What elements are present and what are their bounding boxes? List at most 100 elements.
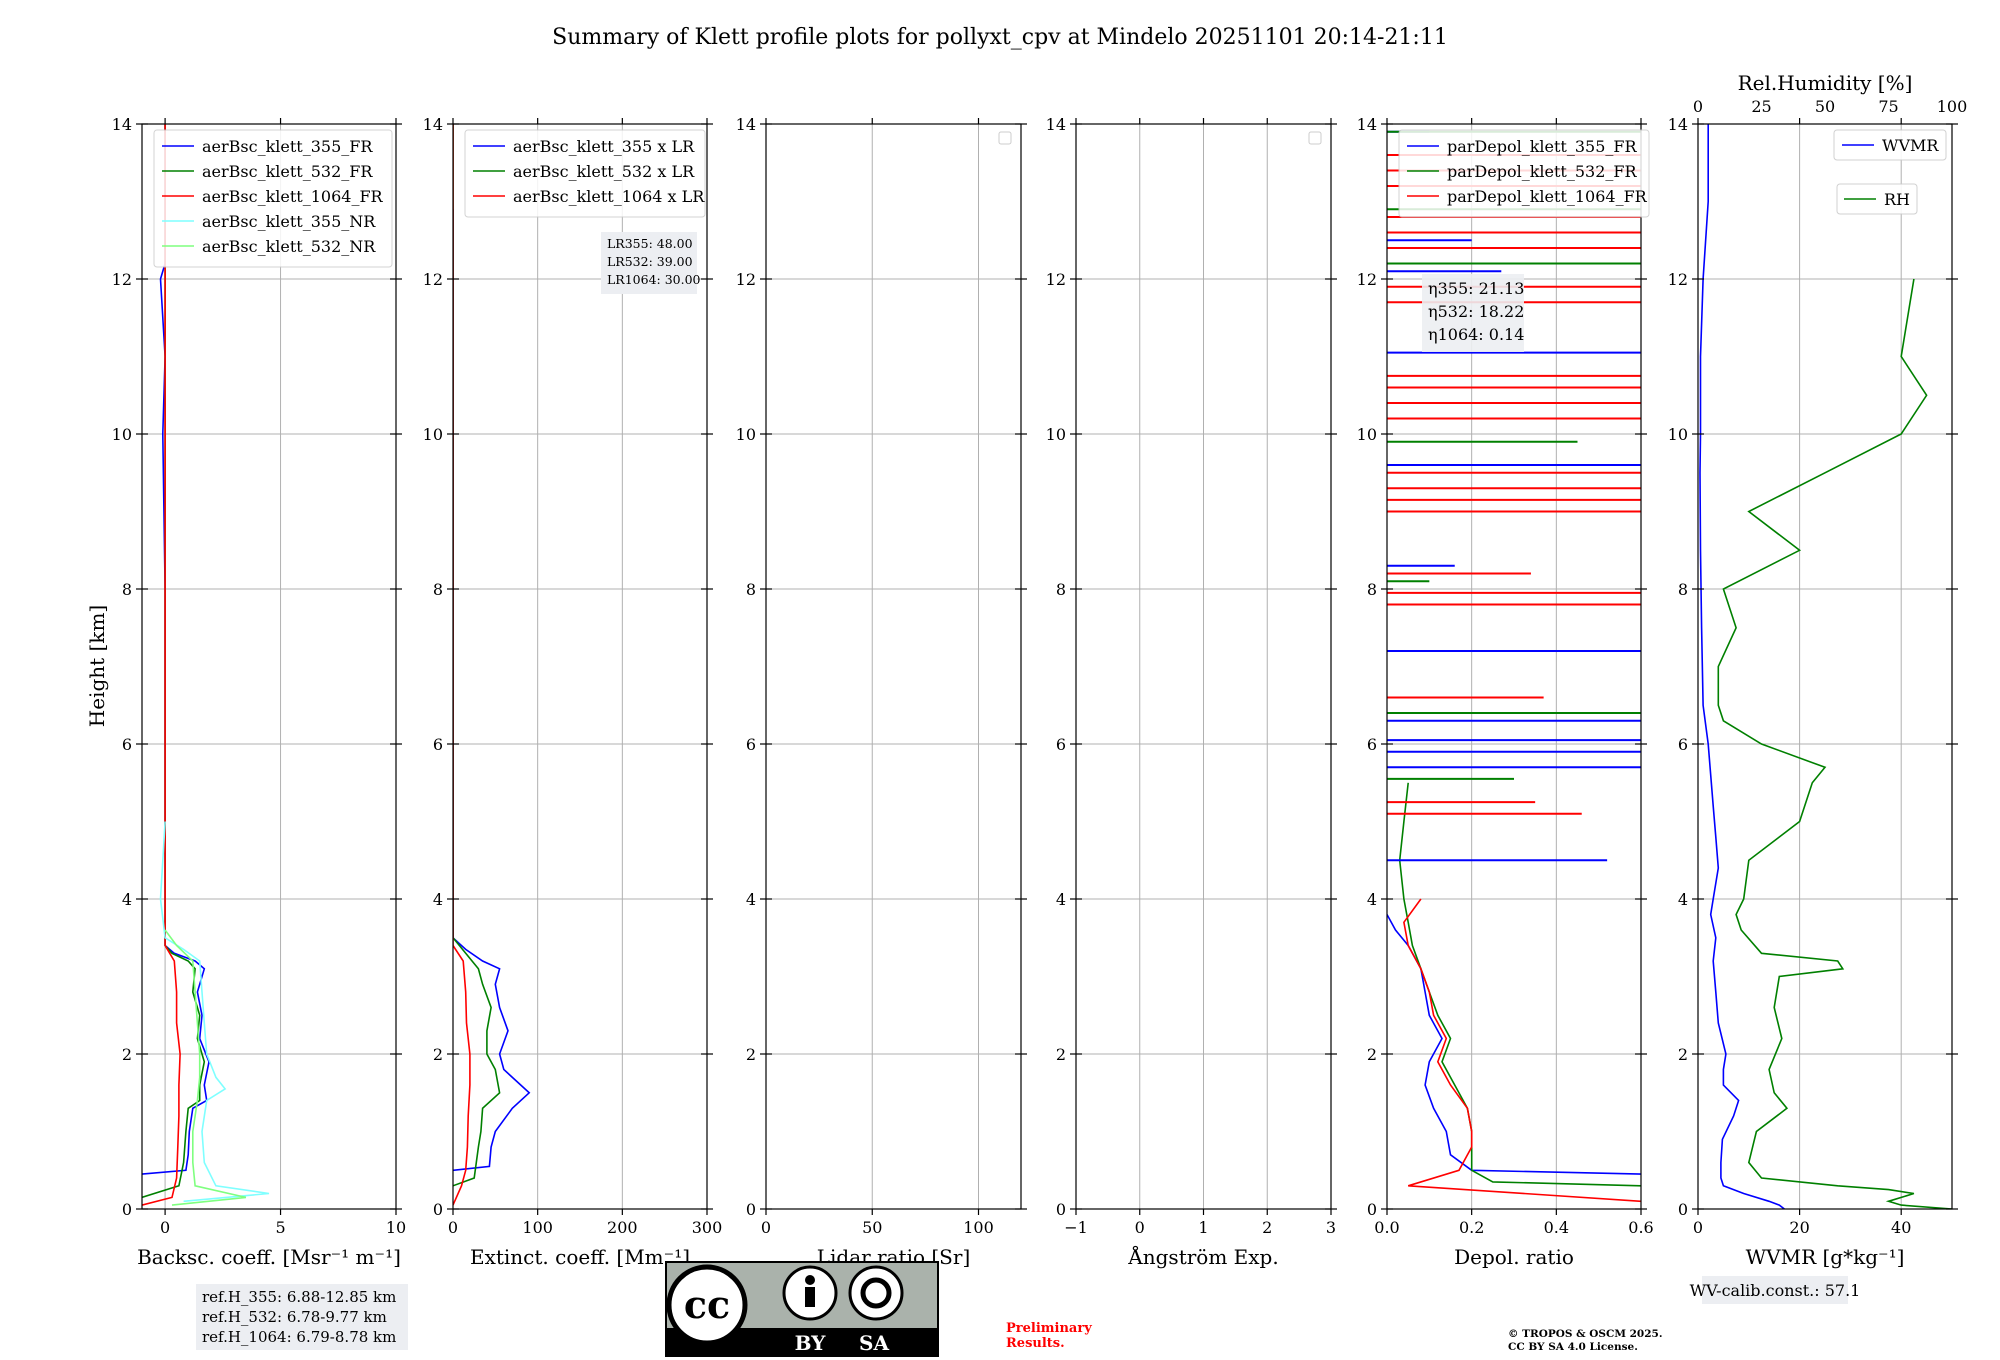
top-x-tick-label: 75 (1878, 97, 1898, 116)
y-tick-label: 6 (1367, 735, 1377, 754)
legend-label: aerBsc_klett_1064 x LR (513, 187, 705, 206)
y-tick-label: 4 (122, 890, 132, 909)
y-tick-label: 0 (746, 1200, 756, 1219)
legend-frame (153, 129, 393, 268)
legend-label: parDepol_klett_355_FR (1447, 137, 1638, 156)
x-axis-label: Extinct. coeff. [Mm⁻¹] (470, 1245, 690, 1269)
wvmr-legend: WVMR RH (1833, 129, 1947, 215)
legend-label: aerBsc_klett_355 x LR (513, 137, 695, 156)
x-tick-label: 2 (1262, 1218, 1272, 1237)
x-tick-label: 0.4 (1544, 1218, 1569, 1237)
copyright-line: CC BY SA 4.0 License. (1508, 1341, 1638, 1353)
series-aerBsc_klett_355 x LR (453, 209, 531, 1172)
by-label: BY (795, 1331, 827, 1355)
backscatter-series-group (142, 124, 270, 1206)
series-aerBsc_klett_355_FR (142, 124, 210, 1175)
x-tick-label: 0 (761, 1218, 771, 1237)
eta-line: η532: 18.22 (1428, 302, 1524, 321)
series-aerBsc_klett_532_FR (142, 124, 206, 1199)
y-tick-label: 4 (746, 890, 756, 909)
by-icon-body (805, 1287, 815, 1307)
legend-label-wvmr: WVMR (1882, 136, 1939, 155)
sa-label: SA (859, 1331, 889, 1355)
sa-icon (848, 1265, 904, 1321)
preliminary-line: Results. (1006, 1336, 1065, 1351)
empty-legend-box (998, 131, 1012, 145)
y-tick-label: 2 (1367, 1045, 1377, 1064)
y-tick-label: 12 (112, 270, 132, 289)
lidar-ratio-line: LR1064: 30.00 (607, 272, 701, 287)
copyright-line: © TROPOS & OSCM 2025. (1508, 1328, 1663, 1340)
series-WVMR (1699, 124, 1785, 1209)
extinction-legend: aerBsc_klett_355 x LR aerBsc_klett_532 x … (464, 129, 706, 218)
y-tick-label: 8 (1678, 580, 1688, 599)
series-aerBsc_klett_1064 x LR (453, 124, 471, 1206)
y-tick-label: 10 (423, 425, 443, 444)
y-tick-label: 10 (112, 425, 132, 444)
y-tick-label: 8 (122, 580, 132, 599)
legend-frame (1833, 129, 1947, 161)
lidar-ratio-line: LR532: 39.00 (607, 254, 693, 269)
legend-label-rh: RH (1884, 190, 1910, 209)
y-tick-label: 2 (433, 1045, 443, 1064)
eta-line: η1064: 0.14 (1428, 325, 1524, 344)
y-tick-label: 2 (746, 1045, 756, 1064)
legend-label: aerBsc_klett_532 x LR (513, 162, 695, 181)
legend-frame (1836, 183, 1918, 215)
depol-legend: parDepol_klett_355_FR parDepol_klett_532_… (1398, 129, 1650, 218)
x-axis-label: Ångström Exp. (1127, 1244, 1278, 1269)
x-tick-label: 10 (386, 1218, 406, 1237)
wvmr-info-box: WV-calib.const.: 57.1 (1690, 1276, 1861, 1304)
x-tick-label: 200 (607, 1218, 638, 1237)
x-tick-label: 0 (448, 1218, 458, 1237)
y-tick-label: 6 (433, 735, 443, 754)
y-tick-label: 8 (433, 580, 443, 599)
top-x-axis-label: Rel.Humidity [%] (1738, 71, 1913, 95)
wv-calib-const: WV-calib.const.: 57.1 (1690, 1281, 1861, 1300)
x-tick-label: 0 (160, 1218, 170, 1237)
x-tick-label: 0.2 (1459, 1218, 1484, 1237)
y-tick-label: 2 (1678, 1045, 1688, 1064)
y-tick-label: 4 (1056, 890, 1066, 909)
legend-label: aerBsc_klett_532_FR (202, 162, 373, 181)
cc-text: cc (684, 1282, 730, 1327)
y-tick-label: 4 (1367, 890, 1377, 909)
y-tick-label: 14 (112, 115, 132, 134)
x-tick-label: 0 (1135, 1218, 1145, 1237)
x-tick-label: 0.0 (1374, 1218, 1399, 1237)
empty-legend-box (1308, 131, 1322, 145)
x-tick-label: 100 (963, 1218, 994, 1237)
legend-label: aerBsc_klett_532_NR (202, 237, 376, 256)
y-tick-label: 14 (736, 115, 756, 134)
y-tick-label: 12 (1668, 270, 1688, 289)
x-tick-label: 100 (522, 1218, 553, 1237)
y-tick-label: 4 (433, 890, 443, 909)
eta-line: η355: 21.13 (1428, 279, 1524, 298)
y-tick-label: 8 (1056, 580, 1066, 599)
backscatter-info-box: ref.H_355: 6.88-12.85 km ref.H_532: 6.78-… (196, 1284, 408, 1350)
info-box-frame (1702, 1276, 1848, 1304)
copyright-note: © TROPOS & OSCM 2025.CC BY SA 4.0 Licens… (1508, 1328, 1663, 1353)
ref-height-line: ref.H_532: 6.78-9.77 km (202, 1308, 387, 1326)
x-tick-label: −1 (1064, 1218, 1088, 1237)
x-tick-label: 50 (862, 1218, 882, 1237)
y-tick-label: 2 (122, 1045, 132, 1064)
y-tick-label: 6 (1678, 735, 1688, 754)
y-tick-label: 8 (1367, 580, 1377, 599)
x-tick-label: 300 (692, 1218, 723, 1237)
x-tick-label: 0.6 (1628, 1218, 1653, 1237)
y-tick-label: 12 (423, 270, 443, 289)
backscatter-legend: aerBsc_klett_355_FR aerBsc_klett_532_FRae… (153, 129, 393, 268)
x-tick-label: 0 (1693, 1218, 1703, 1237)
panel-depol: 0 2 4 6 8 10 12 14 0.0 0.2 0.4 0.6 Depol. ratio parDe… (1357, 115, 1654, 1269)
legend-label: aerBsc_klett_1064_FR (202, 187, 384, 206)
lidar-ratio-line: LR355: 48.00 (607, 236, 693, 251)
extinction-info-box: LR355: 48.00 LR532: 39.00 LR1064: 30.00 (601, 232, 701, 294)
legend-label: aerBsc_klett_355_NR (202, 212, 376, 231)
info-box-frame (1422, 274, 1524, 352)
x-axis-label: Backsc. coeff. [Msr⁻¹ m⁻¹] (137, 1245, 401, 1269)
series-parDepol_klett_1064_FR (1403, 898, 1641, 1203)
